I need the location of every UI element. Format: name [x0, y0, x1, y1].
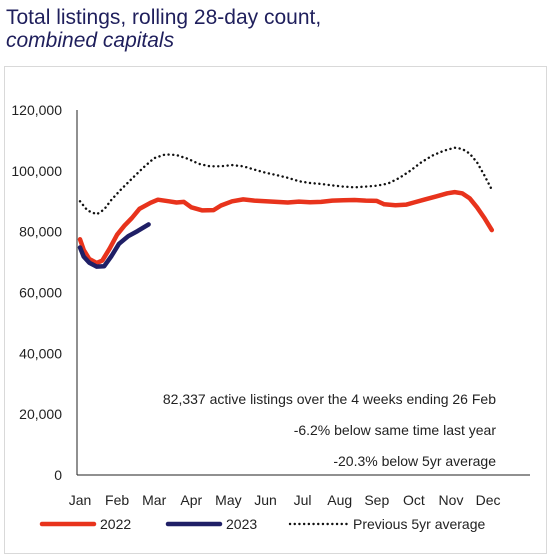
series-lines — [77, 146, 495, 269]
x-tick-label: Aug — [327, 492, 352, 508]
chart-panel — [4, 66, 547, 554]
annotations: 82,337 active listings over the 4 weeks … — [163, 391, 496, 469]
x-tick-label: May — [215, 492, 241, 508]
y-tick-label: 80,000 — [19, 224, 62, 240]
y-tick-label: 100,000 — [11, 163, 62, 179]
y-axis-ticks: 0 20,000 40,000 60,000 80,000 100,000 120,000 — [11, 102, 62, 483]
annotation-text: -20.3% below 5yr average — [333, 453, 496, 469]
y-tick-label: 120,000 — [11, 102, 62, 118]
legend: 2022 2023 Previous 5yr average — [39, 516, 486, 532]
x-tick-label: Nov — [439, 492, 464, 508]
annotation-text: 82,337 active listings over the 4 weeks … — [163, 391, 496, 407]
legend-label: Previous 5yr average — [353, 516, 486, 532]
annotation-text: -6.2% below same time last year — [294, 422, 497, 438]
x-tick-label: Feb — [105, 492, 129, 508]
series-line-2023 — [77, 222, 151, 269]
x-tick-label: Jan — [69, 492, 92, 508]
chart-title-block: Total listings, rolling 28-day count, co… — [6, 6, 321, 52]
y-tick-label: 20,000 — [19, 406, 62, 422]
series-line-previous-5yr-average — [78, 146, 493, 216]
x-tick-label: Apr — [180, 492, 202, 508]
x-tick-label: Oct — [403, 492, 425, 508]
y-tick-label: 0 — [54, 467, 62, 483]
x-tick-label: Mar — [142, 492, 166, 508]
x-axis-ticks: Jan Feb Mar Apr May Jun Jul Aug Sep Oct Nov Dec — [69, 492, 501, 508]
legend-label: 2022 — [100, 516, 131, 532]
series-line-2022 — [77, 189, 495, 266]
legend-label: 2023 — [226, 516, 257, 532]
x-tick-label: Jul — [294, 492, 312, 508]
chart-subtitle: combined capitals — [6, 29, 175, 52]
y-tick-label: 40,000 — [19, 345, 62, 361]
x-tick-label: Dec — [476, 492, 501, 508]
x-tick-label: Jun — [254, 492, 277, 508]
x-tick-label: Sep — [364, 492, 389, 508]
y-tick-label: 60,000 — [19, 285, 62, 301]
chart-title: Total listings, rolling 28-day count, — [6, 6, 322, 29]
